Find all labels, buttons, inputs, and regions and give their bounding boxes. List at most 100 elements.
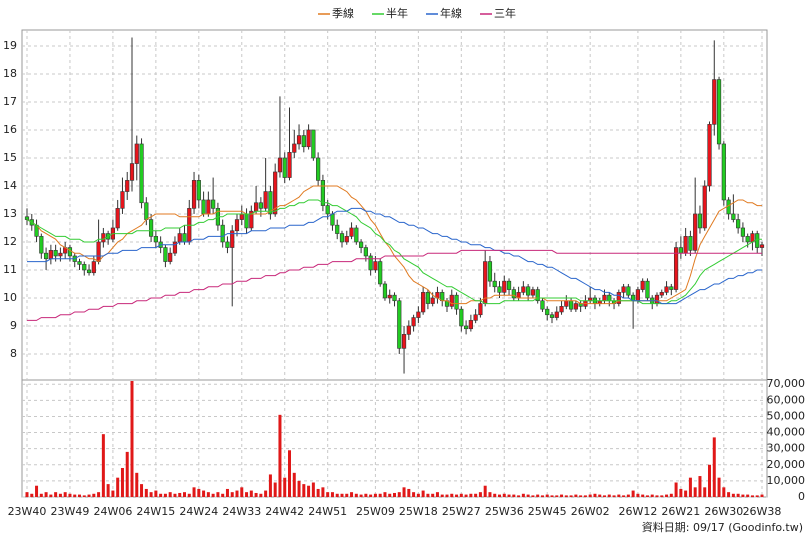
legend-label: 三年 [494,6,516,20]
volume-bar [588,494,592,497]
x-tick-label: 24W24 [179,505,218,518]
volume-bar [450,493,454,497]
volume-bar [722,487,726,497]
candle-body [139,143,144,204]
candle-body [459,308,464,327]
candle-body [239,213,244,220]
x-tick-label: 24W15 [136,505,175,518]
candle-body [268,191,273,215]
candle-body [206,199,211,215]
candle-body [320,180,326,206]
volume-bar [636,493,640,497]
volume-bar [101,434,105,497]
volume-bar [78,494,81,497]
candle-body [196,180,201,201]
volume-bar [268,474,272,497]
volume-bar [393,492,396,497]
volume-bar [407,488,411,497]
candle-body [277,157,283,173]
candle-body [521,286,526,293]
y-tick-label: 16 [3,123,17,136]
volume-bar [455,494,459,497]
x-tick-label: 23W40 [8,505,47,518]
candle-body [659,292,664,296]
y-tick-label: 12 [3,235,17,248]
candle-body [401,334,407,349]
volume-bar [335,493,339,497]
candle-body [545,308,550,316]
y2-tick-label: 10,000 [767,474,806,487]
ma-line [26,199,762,305]
volume-bar [536,494,540,497]
volume-bar [435,492,439,497]
volume-bar [684,490,688,497]
volume-bar [116,477,120,497]
candle-body [669,286,674,290]
candle-body [745,236,750,243]
volume-bar [402,487,406,497]
volume-bar [431,493,435,497]
candle-body [568,300,574,310]
y-tick-label: 14 [3,179,17,192]
volume-bar [259,493,263,497]
volume-bar [574,494,578,497]
volume-bar [378,493,382,497]
volume-bar [755,495,759,497]
candle-body [82,264,87,271]
candle-body [96,241,101,262]
x-tick-label: 24W51 [308,505,347,518]
y-tick-label: 19 [3,39,17,52]
candle-body [354,227,359,243]
y2-tick-label: 40,000 [767,426,806,439]
candle-body [358,241,364,248]
volume-bar [211,493,215,497]
y-tick-label: 15 [3,151,17,164]
volume-bar [316,488,320,497]
volume-bar [82,495,86,497]
volume-bar [111,490,115,497]
candle-body [225,241,230,248]
volume-bar [727,492,731,497]
volume-bar [326,492,330,497]
candle-body [616,292,621,304]
candle-body [736,219,741,229]
candle-body [564,300,569,307]
y-tick-label: 8 [10,347,17,360]
x-tick-label: 26W02 [571,505,610,518]
candle-body [39,236,44,254]
volume-bar [383,492,387,497]
candle-body [726,199,731,215]
volume-bar [483,485,487,497]
volume-bar [44,492,48,497]
volume-bar [216,492,220,497]
x-tick-label: 25W36 [485,505,524,518]
candle-body [115,208,120,229]
volume-bar [488,492,492,497]
x-tick-label: 26W12 [618,505,657,518]
candle-body [607,294,612,302]
candle-body [511,289,516,299]
candle-body [220,224,225,243]
candle-body [191,180,197,209]
volume-bar [698,476,702,497]
volume-bar [197,488,201,497]
candle-body [678,247,683,254]
volume-bar [125,451,129,497]
candle-body [716,79,722,145]
volume-bar [183,492,186,497]
volume-bar [264,490,268,497]
volume-bar [708,464,711,497]
x-tick-label: 24W33 [222,505,261,518]
candle-body [282,157,287,178]
candle-body [253,202,259,212]
x-tick-label: 26W30 [704,505,743,518]
candle-body [129,163,135,181]
candle-body [148,219,154,237]
volume-bar [307,485,311,497]
volume-bar [622,495,626,497]
candle-body [335,224,340,234]
volume-bar [612,495,616,497]
volume-bar [731,493,735,497]
volume-bar [58,493,62,497]
